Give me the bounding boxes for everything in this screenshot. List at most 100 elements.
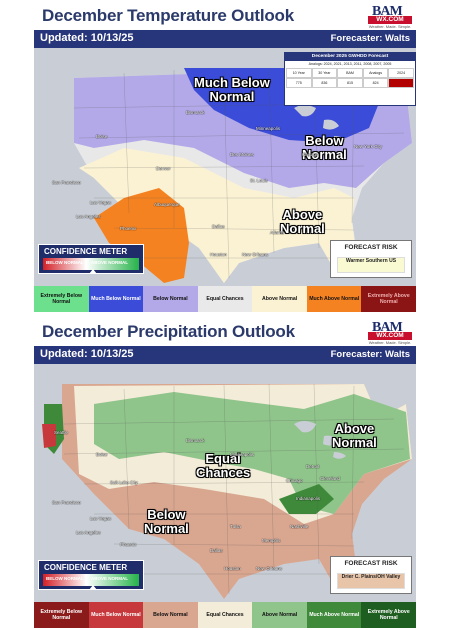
legend-swatch: Extremely Above Normal: [361, 602, 416, 628]
city-label: Houston: [224, 566, 241, 571]
legend-swatch: Above Normal: [252, 602, 307, 628]
city-label: Los Angeles: [76, 530, 101, 535]
city-label: Detroit: [306, 464, 320, 469]
confidence-meter: CONFIDENCE METER BELOW NORMAL ABOVE NORM…: [38, 560, 144, 590]
gwhdd-header: 10 Year: [286, 68, 312, 78]
city-label: New York City: [354, 144, 383, 149]
state-borders: [73, 67, 405, 279]
gwhdd-header: Analogs: [362, 68, 389, 78]
city-label: Houston: [210, 252, 227, 257]
city-label: Cleveland: [320, 476, 341, 481]
city-label: New Orleans: [242, 252, 269, 257]
precipitation-map-frame: Updated: 10/13/25 Forecaster: Walts: [34, 346, 416, 628]
city-label: Boise: [96, 134, 108, 139]
logo-tagline: Weather. Made. Simple.: [368, 340, 412, 345]
risk-value: Drier C. Plains/OH Valley: [337, 573, 405, 589]
city-label: Bismarck: [186, 110, 205, 115]
legend-swatch: Extremely Below Normal: [34, 602, 89, 628]
city-label: Las Vegas: [90, 516, 112, 521]
city-label: Dallas: [210, 548, 223, 553]
logo-tagline: Weather. Made. Simple.: [368, 24, 412, 29]
precipitation-title: December Precipitation Outlook: [42, 322, 295, 341]
city-label: Atlanta: [270, 230, 285, 235]
city-label: New Orleans: [256, 566, 283, 571]
much-below-normal-label: Much Below Normal: [194, 75, 270, 104]
city-label: San Francisco: [52, 180, 81, 185]
city-label: Minneapolis: [230, 452, 255, 457]
city-label: Des Moines: [230, 152, 254, 157]
risk-title: FORECAST RISK: [344, 244, 398, 251]
city-label: Los Angeles: [76, 214, 101, 219]
confidence-title: CONFIDENCE METER: [44, 563, 128, 572]
confidence-right: ABOVE NORMAL: [91, 260, 128, 265]
gwhdd-value: 775: [286, 78, 312, 88]
great-lakes: [294, 421, 346, 459]
gwhdd-forecast-table: December 2025 GWHDD Forecast Analogs: 20…: [284, 52, 416, 106]
city-label: St. Louis: [250, 178, 268, 183]
legend-swatch: Below Normal: [143, 286, 198, 312]
city-label: Phoenix: [120, 226, 137, 231]
above-normal-label: Above Normal: [280, 207, 325, 236]
logo-brand: BAM: [372, 320, 403, 335]
gwhdd-title: December 2025 GWHDD Forecast: [285, 53, 415, 61]
below-normal-label: Below Normal: [302, 133, 347, 162]
city-label: Denver: [156, 166, 171, 171]
confidence-right: ABOVE NORMAL: [91, 576, 128, 581]
temperature-title: December Temperature Outlook: [42, 6, 294, 25]
equal-chances-label: Equal Chances: [196, 451, 251, 480]
city-label: Memphis: [262, 538, 281, 543]
temperature-legend: Extremely Below Normal Much Below Normal…: [34, 286, 416, 312]
gwhdd-header: BAM: [337, 68, 363, 78]
confidence-meter: CONFIDENCE METER BELOW NORMAL ABOVE NORM…: [38, 244, 144, 274]
legend-swatch: Equal Chances: [197, 286, 253, 312]
gwhdd-header: 30 Year: [311, 68, 338, 78]
above-normal-label: Above Normal: [332, 421, 377, 450]
city-label: Nashville: [290, 524, 309, 529]
temperature-outlook-panel: December Temperature Outlook BAM WX.COM …: [34, 0, 416, 315]
forecast-risk-box: FORECAST RISK Warmer Southern US: [330, 240, 412, 278]
forecaster-name: Forecaster: Walts: [330, 349, 410, 360]
updated-date: Updated: 10/13/25: [40, 32, 134, 44]
precipitation-header-bar: Updated: 10/13/25 Forecaster: Walts: [34, 346, 416, 364]
logo-site: WX.COM: [368, 16, 412, 24]
city-label: Tulsa: [230, 524, 241, 529]
legend-swatch: Above Normal: [252, 286, 307, 312]
gwhdd-value: 815: [337, 78, 363, 88]
bam-logo: BAM WX.COM Weather. Made. Simple.: [364, 320, 416, 346]
below-normal-label: Below Normal: [144, 507, 189, 536]
precipitation-legend: Extremely Below Normal Much Below Normal…: [34, 602, 416, 628]
city-label: Phoenix: [120, 542, 137, 547]
city-label: Albuquerque: [154, 202, 180, 207]
gwhdd-header: 2024: [388, 68, 414, 78]
gwhdd-value: 836: [311, 78, 338, 88]
confidence-pointer: [89, 585, 97, 590]
city-label: Las Vegas: [90, 200, 112, 205]
confidence-left: BELOW NORMAL: [46, 576, 84, 581]
city-label: Salt Lake City: [110, 480, 138, 485]
confidence-gradient: [43, 574, 139, 586]
legend-swatch: Extremely Below Normal: [34, 286, 89, 312]
above-normal-zone: [79, 148, 359, 283]
risk-value: Warmer Southern US: [337, 257, 405, 273]
much-above-zone: [94, 188, 189, 283]
temperature-header-bar: Updated: 10/13/25 Forecaster: Walts: [34, 30, 416, 48]
confidence-title: CONFIDENCE METER: [44, 247, 128, 256]
city-label: Boise: [96, 452, 108, 457]
legend-swatch: Extremely Above Normal: [361, 286, 416, 312]
forecaster-name: Forecaster: Walts: [330, 33, 410, 44]
legend-swatch: Much Below Normal: [88, 602, 144, 628]
great-lakes: [294, 105, 346, 143]
risk-title: FORECAST RISK: [344, 560, 398, 567]
legend-swatch: Below Normal: [143, 602, 198, 628]
logo-site: WX.COM: [368, 332, 412, 340]
bam-logo: BAM WX.COM Weather. Made. Simple.: [364, 4, 416, 30]
updated-date: Updated: 10/13/25: [40, 348, 134, 360]
city-label: Chicago: [302, 152, 319, 157]
gwhdd-analogs: Analogs: 2024, 2021, 2013, 2011, 2008, 2…: [308, 62, 392, 66]
confidence-left: BELOW NORMAL: [46, 260, 84, 265]
city-label: Bismarck: [186, 438, 205, 443]
much-below-zone: [42, 424, 56, 448]
legend-swatch: Much Above Normal: [306, 286, 362, 312]
city-label: San Francisco: [52, 500, 81, 505]
precipitation-outlook-panel: December Precipitation Outlook BAM WX.CO…: [34, 318, 416, 630]
